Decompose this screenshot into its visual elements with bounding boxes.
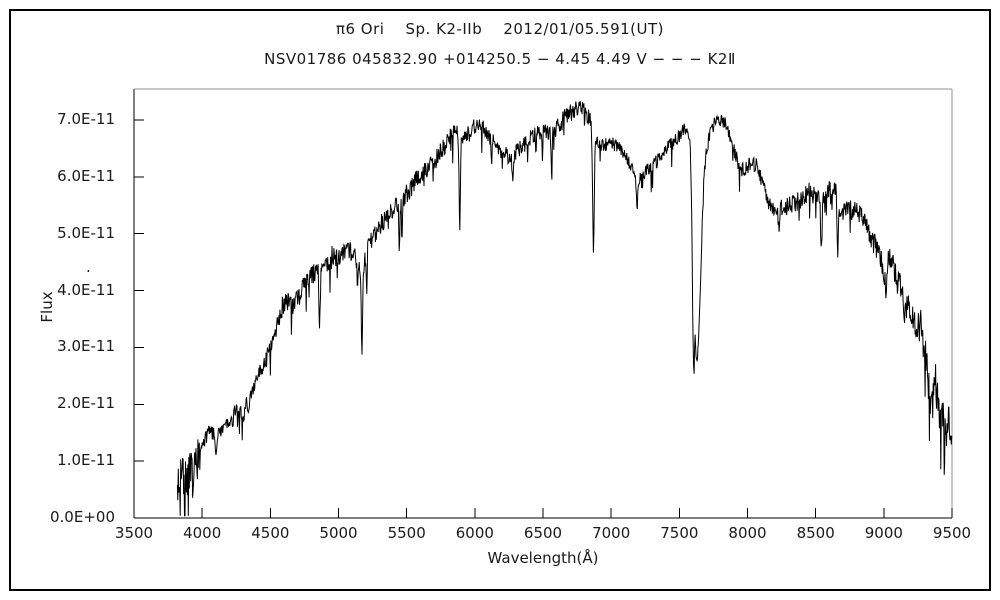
- spectrum-line: [176, 100, 953, 517]
- chart-subtitle: NSV01786 045832.90 +014250.5 − 4.45 4.49…: [264, 50, 736, 68]
- chart-title: π6 Ori Sp. K2-IIb 2012/01/05.591(UT): [335, 20, 665, 38]
- outer-border: [9, 9, 991, 591]
